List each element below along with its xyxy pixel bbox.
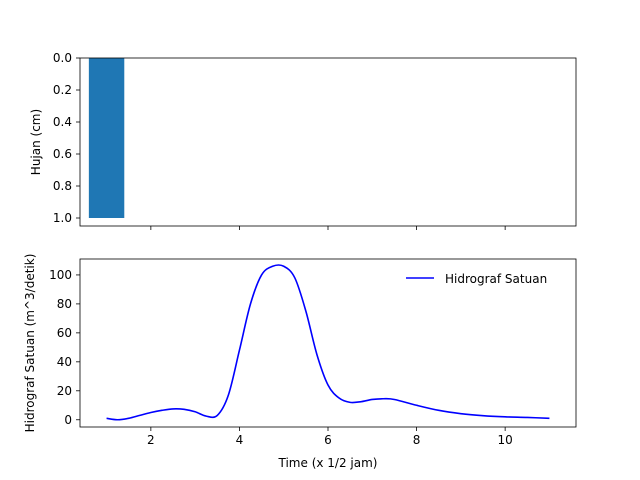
rainfall-y-tick-label: 0.2 [53,83,72,97]
rainfall-y-ticks: 0.0 0.2 0.4 0.6 0.8 1.0 [53,51,80,225]
legend-label: Hidrograf Satuan [445,272,547,286]
legend: Hidrograf Satuan [406,272,547,286]
hydrograph-x-ticks: 2 4 6 8 10 [147,427,513,447]
rainfall-y-tick-label: 0.0 [53,51,72,65]
hydrograph-x-tick-label: 10 [498,433,513,447]
rainfall-bar-0 [88,58,125,218]
hydrograph-x-tick-label: 8 [413,433,421,447]
hydrograph-y-tick-label: 40 [57,355,72,369]
hydrograph-series-line [106,264,550,421]
hydrograph-x-tick-label: 6 [324,433,332,447]
hydrograph-panel: 0 20 40 60 80 100 2 4 6 8 10 Time (x 1/2 jam) Hid… [23,254,577,470]
hydrograph-y-tick-label: 80 [57,297,72,311]
rainfall-y-tick-label: 0.8 [53,179,72,193]
rainfall-y-tick-label: 0.6 [53,147,72,161]
rainfall-panel: 0.0 0.2 0.4 0.6 0.8 1.0 Hujan (cm) [29,51,577,230]
hydrograph-y-tick-label: 0 [64,413,72,427]
rainfall-y-tick-label: 0.4 [53,115,72,129]
hydrograph-y-ticks: 0 20 40 60 80 100 [49,268,80,427]
rainfall-bars [88,58,125,218]
hydrograph-y-axis-label: Hidrograf Satuan (m^3/detik) [23,254,37,433]
hydrograph-x-tick-label: 2 [147,433,155,447]
hydrograph-y-tick-label: 60 [57,326,72,340]
hydrograph-y-tick-label: 100 [49,268,72,282]
hydrograph-x-axis-label: Time (x 1/2 jam) [278,456,378,470]
rainfall-x-ticks [150,226,506,230]
rainfall-axes-frame [79,57,577,227]
rainfall-y-axis-label: Hujan (cm) [29,109,43,175]
rainfall-y-tick-label: 1.0 [53,211,72,225]
hydrograph-y-tick-label: 20 [57,384,72,398]
hydrograph-x-tick-label: 4 [236,433,244,447]
